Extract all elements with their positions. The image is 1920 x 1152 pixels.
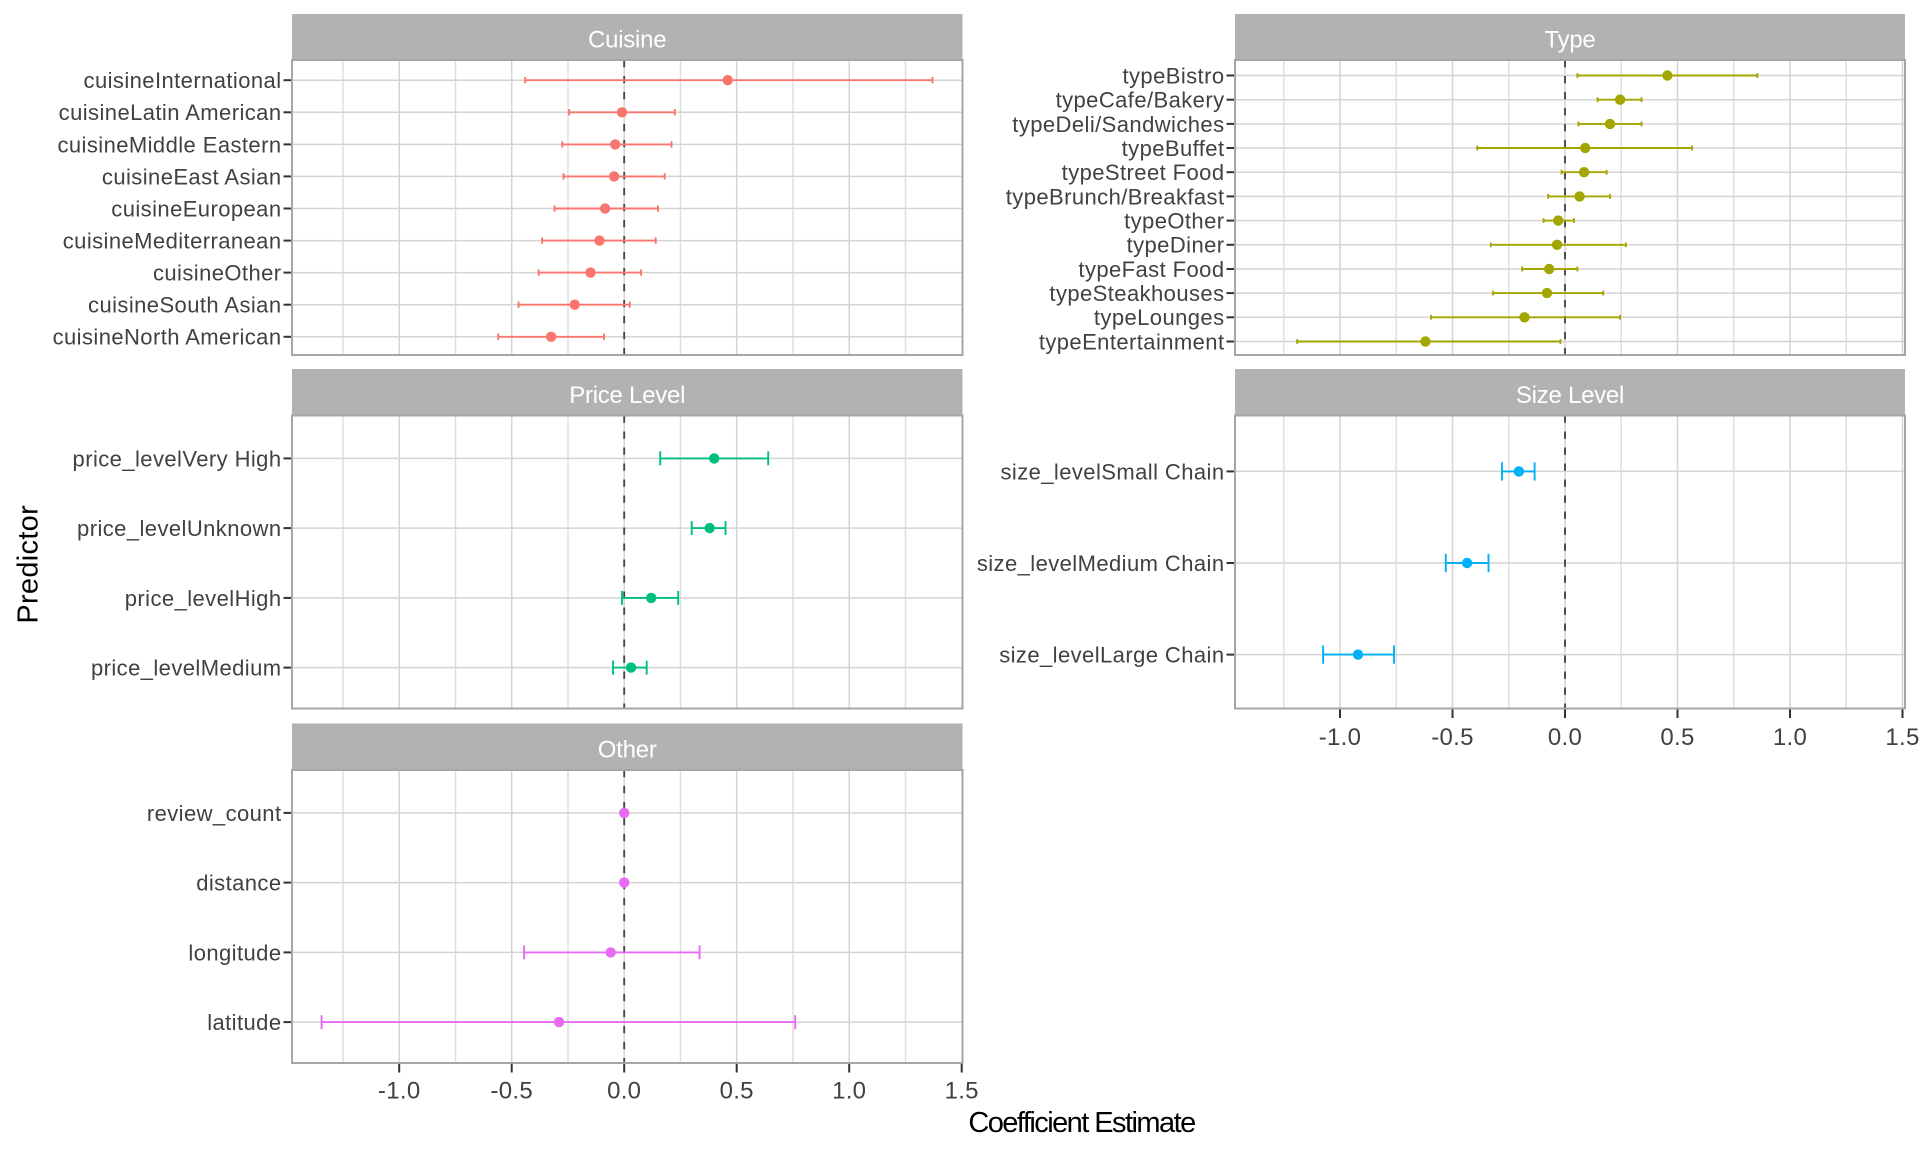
svg-text:-1.0: -1.0: [378, 1077, 421, 1104]
svg-text:Coefficient Estimate: Coefficient Estimate: [968, 1107, 1195, 1139]
svg-text:cuisineSouth Asian: cuisineSouth Asian: [88, 293, 281, 318]
svg-text:typeLounges: typeLounges: [1094, 305, 1225, 330]
svg-text:Size Level: Size Level: [1516, 382, 1624, 409]
svg-text:Predictor: Predictor: [13, 505, 45, 624]
svg-text:cuisineMediterranean: cuisineMediterranean: [63, 229, 282, 254]
svg-text:typeBuffet: typeBuffet: [1122, 136, 1225, 161]
svg-text:-1.0: -1.0: [1319, 724, 1362, 751]
svg-text:Price Level: Price Level: [569, 382, 685, 409]
svg-text:cuisineInternational: cuisineInternational: [84, 68, 282, 93]
svg-text:cuisineLatin American: cuisineLatin American: [59, 100, 282, 125]
svg-text:cuisineEuropean: cuisineEuropean: [111, 196, 281, 221]
svg-text:latitude: latitude: [207, 1010, 281, 1035]
svg-text:typeDiner: typeDiner: [1127, 233, 1225, 258]
svg-text:size_levelSmall Chain: size_levelSmall Chain: [1000, 459, 1224, 484]
svg-text:price_levelHigh: price_levelHigh: [125, 586, 282, 611]
svg-text:1.5: 1.5: [945, 1077, 979, 1104]
svg-text:cuisineOther: cuisineOther: [153, 261, 282, 286]
svg-text:-0.5: -0.5: [1431, 724, 1474, 751]
svg-text:size_levelLarge Chain: size_levelLarge Chain: [999, 643, 1224, 668]
svg-text:distance: distance: [196, 871, 281, 896]
svg-text:0.5: 0.5: [720, 1077, 754, 1104]
svg-text:1.0: 1.0: [832, 1077, 866, 1104]
svg-text:price_levelVery High: price_levelVery High: [73, 446, 282, 471]
svg-text:cuisineNorth American: cuisineNorth American: [53, 325, 282, 350]
svg-text:typeOther: typeOther: [1124, 209, 1224, 234]
svg-text:typeBistro: typeBistro: [1122, 63, 1224, 88]
svg-text:-0.5: -0.5: [490, 1077, 533, 1104]
svg-text:size_levelMedium Chain: size_levelMedium Chain: [977, 551, 1225, 576]
svg-text:0.5: 0.5: [1660, 724, 1694, 751]
svg-text:typeFast Food: typeFast Food: [1078, 257, 1224, 282]
svg-text:typeCafe/Bakery: typeCafe/Bakery: [1056, 88, 1225, 113]
svg-text:Other: Other: [598, 736, 657, 763]
svg-text:typeDeli/Sandwiches: typeDeli/Sandwiches: [1012, 112, 1224, 137]
svg-text:typeSteakhouses: typeSteakhouses: [1049, 281, 1224, 306]
svg-text:typeStreet Food: typeStreet Food: [1062, 160, 1225, 185]
svg-text:1.5: 1.5: [1885, 724, 1919, 751]
svg-text:Cuisine: Cuisine: [588, 27, 666, 54]
svg-text:0.0: 0.0: [607, 1077, 641, 1104]
svg-text:Type: Type: [1544, 27, 1595, 54]
svg-text:longitude: longitude: [188, 940, 281, 965]
svg-text:cuisineEast Asian: cuisineEast Asian: [102, 164, 282, 189]
svg-text:0.0: 0.0: [1548, 724, 1582, 751]
svg-text:price_levelMedium: price_levelMedium: [91, 656, 282, 681]
svg-text:cuisineMiddle Eastern: cuisineMiddle Eastern: [57, 132, 281, 157]
svg-text:typeBrunch/Breakfast: typeBrunch/Breakfast: [1006, 184, 1225, 209]
svg-text:price_levelUnknown: price_levelUnknown: [77, 516, 281, 541]
svg-text:typeEntertainment: typeEntertainment: [1039, 329, 1225, 354]
svg-text:1.0: 1.0: [1773, 724, 1807, 751]
svg-text:review_count: review_count: [147, 801, 282, 826]
